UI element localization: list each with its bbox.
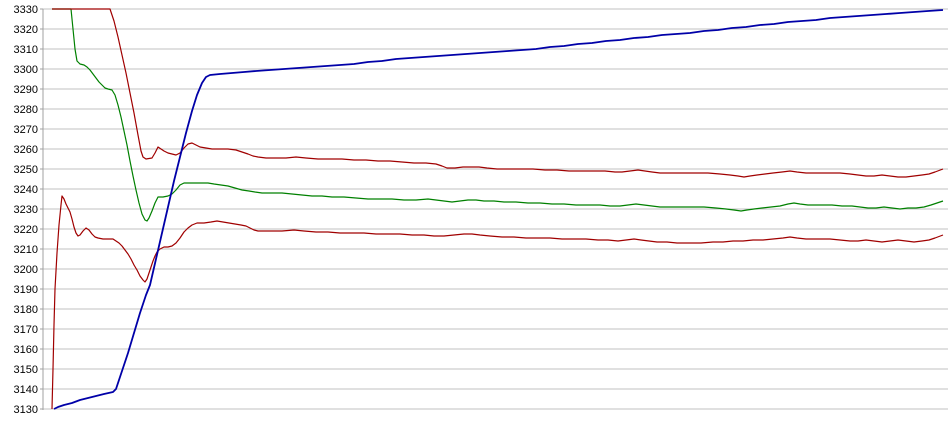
y-axis-tick-label: 3290 [14,84,38,96]
y-axis-tick-label: 3190 [14,284,38,296]
y-axis-tick-label: 3240 [14,184,38,196]
series-lower-red-line [51,195,944,410]
y-axis-tick-label: 3320 [14,24,38,36]
y-axis-tick-label: 3280 [14,104,38,116]
y-axis-tick-label: 3180 [14,304,38,316]
y-axis-tick-label: 3250 [14,164,38,176]
series-green-line [52,8,944,222]
series-upper-red-line [52,8,944,178]
y-axis-tick-label: 3140 [14,384,38,396]
y-axis-tick-label: 3270 [14,124,38,136]
y-axis-tick-label: 3220 [14,224,38,236]
y-axis-tick-label: 3230 [14,204,38,216]
y-axis-tick-label: 3210 [14,244,38,256]
y-axis-tick-label: 3200 [14,264,38,276]
y-axis-tick-label: 3170 [14,324,38,336]
y-axis-tick-label: 3150 [14,364,38,376]
y-axis-tick-label: 3160 [14,344,38,356]
y-axis-tick-label: 3260 [14,144,38,156]
series-blue-line [53,9,944,410]
y-axis-tick-label: 3330 [14,4,38,16]
y-axis-tick-label: 3300 [14,64,38,76]
y-axis-tick-label: 3130 [14,404,38,416]
y-axis-tick-label: 3310 [14,44,38,56]
